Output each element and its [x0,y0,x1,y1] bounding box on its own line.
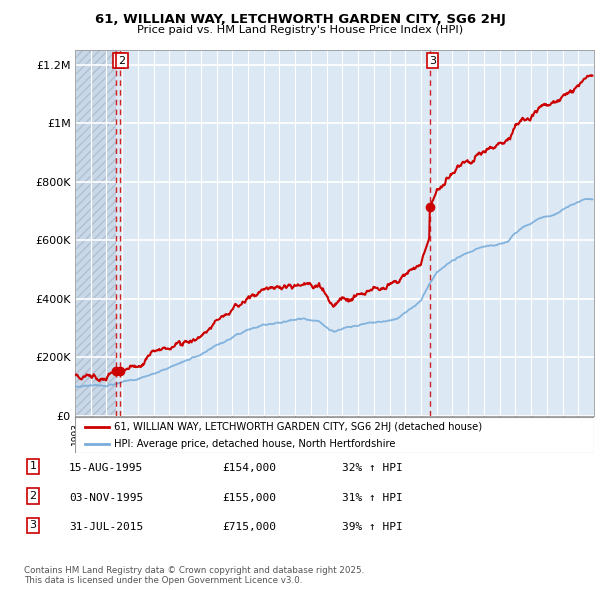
Text: 61, WILLIAN WAY, LETCHWORTH GARDEN CITY, SG6 2HJ (detached house): 61, WILLIAN WAY, LETCHWORTH GARDEN CITY,… [114,422,482,432]
Text: HPI: Average price, detached house, North Hertfordshire: HPI: Average price, detached house, Nort… [114,439,395,448]
Text: 31% ↑ HPI: 31% ↑ HPI [342,493,403,503]
Text: £154,000: £154,000 [222,463,276,473]
Text: £155,000: £155,000 [222,493,276,503]
Text: Contains HM Land Registry data © Crown copyright and database right 2025.
This d: Contains HM Land Registry data © Crown c… [24,566,364,585]
Text: 61, WILLIAN WAY, LETCHWORTH GARDEN CITY, SG6 2HJ: 61, WILLIAN WAY, LETCHWORTH GARDEN CITY,… [95,13,505,26]
Text: Price paid vs. HM Land Registry's House Price Index (HPI): Price paid vs. HM Land Registry's House … [137,25,463,35]
Text: 15-AUG-1995: 15-AUG-1995 [69,463,143,473]
Text: 3: 3 [29,520,37,530]
Text: 32% ↑ HPI: 32% ↑ HPI [342,463,403,473]
Text: 31-JUL-2015: 31-JUL-2015 [69,522,143,532]
Text: 1: 1 [115,55,122,65]
Text: 3: 3 [429,55,436,65]
Text: £715,000: £715,000 [222,522,276,532]
Bar [75,50,116,416]
Text: 1: 1 [29,461,37,471]
Text: 03-NOV-1995: 03-NOV-1995 [69,493,143,503]
Text: 2: 2 [118,55,125,65]
Text: 39% ↑ HPI: 39% ↑ HPI [342,522,403,532]
Text: 2: 2 [29,491,37,501]
